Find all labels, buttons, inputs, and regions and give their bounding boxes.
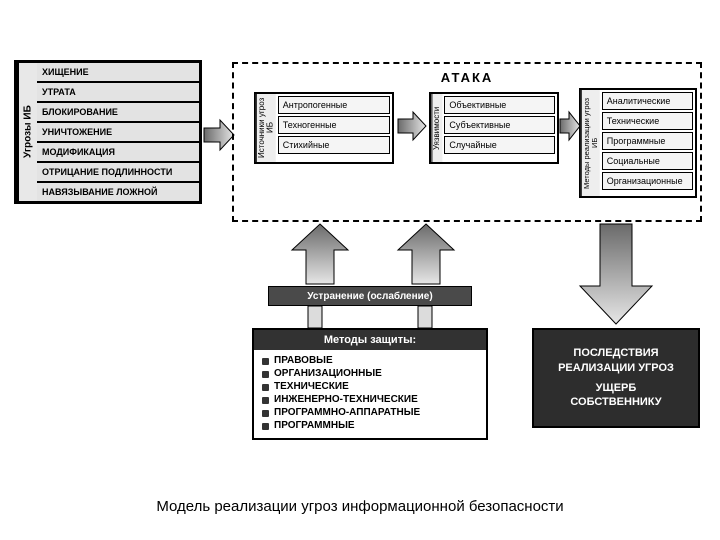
attack-container: АТАКА Источники угроз ИБ Антропогенные Т… [232,62,702,222]
threat-item: ХИЩЕНИЕ [37,63,199,83]
methods-vertical-label: Методы реализации угроз ИБ [581,90,600,196]
vulnerabilities-block: Уязвимости Объективные Субъективные Случ… [429,92,559,164]
arrow-right-icon [560,110,580,142]
conseq-line: СОБСТВЕННИКУ [570,395,661,409]
threat-item: ОТРИЦАНИЕ ПОДЛИННОСТИ [37,163,199,183]
arrow-right-icon [204,118,234,152]
threat-item: БЛОКИРОВАНИЕ [37,103,199,123]
protection-methods-block: Методы защиты: ПРАВОВЫЕ ОРГАНИЗАЦИОННЫЕ … [252,328,488,440]
arrow-down-icon [580,224,652,324]
conseq-line: РЕАЛИЗАЦИИ УГРОЗ [558,361,674,375]
attack-title: АТАКА [441,70,494,85]
threats-block: Угрозы ИБ ХИЩЕНИЕ УТРАТА БЛОКИРОВАНИЕ УН… [14,60,202,204]
connector-icon [304,306,326,328]
protection-title: Методы защиты: [254,330,486,350]
source-item: Техногенные [278,116,390,134]
protection-item: ТЕХНИЧЕСКИЕ [262,380,478,393]
threat-item: УНИЧТОЖЕНИЕ [37,123,199,143]
protection-item: ОРГАНИЗАЦИОННЫЕ [262,367,478,380]
method-item: Социальные [602,152,693,170]
threat-item: УТРАТА [37,83,199,103]
method-item: Аналитические [602,92,693,110]
protection-item: ПРОГРАММНО-АППАРАТНЫЕ [262,406,478,419]
vuln-item: Случайные [444,136,555,154]
arrow-up-icon [398,224,454,284]
vuln-vertical-label: Уязвимости [431,94,442,162]
method-item: Программные [602,132,693,150]
threat-item: МОДИФИКАЦИЯ [37,143,199,163]
conseq-line: ПОСЛЕДСТВИЯ [573,346,658,360]
protection-item: ИНЖЕНЕРНО-ТЕХНИЧЕСКИЕ [262,393,478,406]
sources-vertical-label: Источники угроз ИБ [256,94,276,162]
elimination-bar: Устранение (ослабление) [268,286,472,306]
method-item: Организационные [602,172,693,190]
vuln-item: Объективные [444,96,555,114]
threat-item: НАВЯЗЫВАНИЕ ЛОЖНОЙ [37,183,199,201]
method-item: Технические [602,112,693,130]
realization-methods-block: Методы реализации угроз ИБ Аналитические… [579,88,697,198]
diagram-caption: Модель реализации угроз информационной б… [0,498,720,515]
threats-rows: ХИЩЕНИЕ УТРАТА БЛОКИРОВАНИЕ УНИЧТОЖЕНИЕ … [37,63,199,201]
protection-item: ПРАВОВЫЕ [262,354,478,367]
threats-vertical-label: Угрозы ИБ [17,63,37,201]
connector-icon [414,306,436,328]
arrow-right-icon [398,110,426,142]
protection-item: ПРОГРАММНЫЕ [262,419,478,432]
source-item: Антропогенные [278,96,390,114]
arrow-up-icon [292,224,348,284]
conseq-line: УЩЕРБ [596,381,637,395]
consequences-block: ПОСЛЕДСТВИЯ РЕАЛИЗАЦИИ УГРОЗ УЩЕРБ СОБСТ… [532,328,700,428]
sources-block: Источники угроз ИБ Антропогенные Техноге… [254,92,394,164]
vuln-item: Субъективные [444,116,555,134]
source-item: Стихийные [278,136,390,154]
